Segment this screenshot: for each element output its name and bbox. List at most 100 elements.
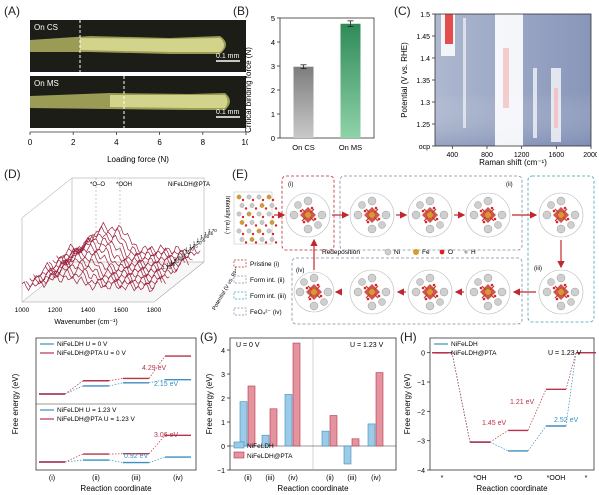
g-ytick: 1 [221,420,225,427]
panel-b-bar [293,66,314,138]
f-xtick: (iv) [173,475,183,482]
g-bar [329,415,338,447]
f-legend-top: NiFeLDH U = 0 V NiFeLDH@PTA U = 0 V [40,341,126,357]
h-xtick: *O [514,475,523,482]
panel-d-xtick: 1400 [81,307,96,314]
f-legend-1: NiFeLDH U = 0 V [57,341,108,348]
panel-b-ytick: 4 [271,38,275,47]
spectra-stack [21,221,201,292]
panel-d-potential: 1.15 [166,262,175,267]
h-legend-2: NiFeLDH@PTA [451,350,497,357]
panel-d-potential: 1.30 [178,253,187,258]
panel-c-letter: (C) [394,4,411,18]
panel-c-xtick: 1200 [514,152,530,159]
panel-d-ann2: *OOH [116,182,132,188]
spectrum-line [21,275,155,292]
spectrum-line [56,237,189,266]
ms-label: On MS [34,79,59,88]
cs-label: On CS [34,23,58,32]
panel-b-bar-chart: Critical binding force (N) 0 1 2 3 4 5 On CS On… [244,14,375,152]
e-legend-h: H [471,249,476,256]
panel-c-ytick: 1.35 [416,78,430,85]
h-v3: 2.52 eV [554,417,578,424]
g-bar [367,423,376,447]
f-legend-bottom: NiFeLDH U = 1.23 V NiFeLDH@PTA U = 1.23 … [40,407,135,423]
g-ytick: 2 [221,396,225,403]
e-step-1: Pristine (i) [250,261,279,268]
g-bar [343,445,352,465]
f-val-4: 0.92 eV [124,453,148,460]
panel-a-tick: 8 [201,138,206,147]
e-roman-iv: (iv) [296,268,304,274]
g-legend: NiFeLDH NiFeLDH@PTA [233,441,293,460]
panel-g-letter: (G) [200,330,218,344]
panel-c-ytick: 1.45 [416,34,430,41]
panel-h-xlabel: Reaction coordinate [476,484,548,493]
spectrum-line [60,233,193,262]
g-ytick: 0 [221,444,225,451]
panel-c-xtick: 400 [446,152,458,159]
g-xtick: (ii) [244,475,252,482]
g-bar [321,430,330,447]
g-legend-2: NiFeLDH@PTA [247,453,293,460]
panel-a-micrographs: On CS 0.1 mm On MS 0.1 mm 0 2 4 6 8 10 Loadin… [28,20,248,164]
g-bar [247,385,256,447]
panel-a-xlabel: Loading force (N) [107,155,169,164]
g-u0: U = 0 V [236,342,260,349]
g-xtick: (iv) [288,475,298,482]
f-val-2: 2.15 eV [154,381,178,388]
panel-e-letter: (E) [232,167,248,181]
panel-c-ytick: 1.5 [420,12,430,19]
panel-b-ytick: 3 [271,62,275,71]
panel-a-ticks: 0 2 4 6 8 10 [28,132,248,147]
h-xtick: * [585,475,588,482]
panel-d-potential: 1.35 [181,250,190,255]
spectrum-line [67,221,201,255]
g-xtick: (ii) [326,475,334,482]
panel-c-heatmap: 1.5 1.45 1.4 1.35 1.3 1.25 ocp 400 800 1200 1600 20… [400,12,597,167]
panel-d-xtick: 1600 [114,307,129,314]
panel-c-xtick: 2000 [583,152,597,159]
panel-b-ytick: 1 [271,110,275,119]
g-xtick: (iii) [347,475,356,482]
g-bar [375,372,384,447]
panel-d-tag: NiFeLDH@PTA [168,182,210,188]
panel-a-tick: 0 [28,138,33,147]
g-xtick: (iii) [265,475,274,482]
panel-a-tick: 4 [114,138,119,147]
panel-d-3d-spectra: *O–O *OOH NiFeLDH@PTA 1000 1200 1400 1600 18… [15,177,236,326]
h-legend-1: NiFeLDH [451,341,478,348]
panel-d-potential: 1.50 [193,240,202,245]
panel-d-xtick: 1200 [48,307,63,314]
panel-d-potential: 1.55 [197,237,206,242]
g-ytick: 3 [221,372,225,379]
spectrum-line [44,248,178,273]
f-xtick: (iii) [131,475,140,482]
panel-d-potential: 1.25 [174,256,183,261]
e-step-4: FeO₄²⁻ (iv) [250,309,282,316]
panel-b-ytick: 5 [271,14,275,23]
f-xtick: (i) [49,475,55,482]
panel-b-category: On MS [339,143,362,152]
h-u: U = 1.23 V [548,350,582,357]
panel-g-ylabel: Free energy (eV) [205,373,214,434]
panel-g-bar-chart: 4 3 2 1 0 −1 (ii) (iii) (iv) (ii) (iii) (iv) U = 0 … [205,337,397,493]
e-roman-iii: (iii) [534,266,542,272]
panel-d-ann1: *O–O [90,182,105,188]
panel-b-letter: (B) [233,4,249,18]
panel-b-ylabel: Critical binding force (N) [244,47,253,133]
panel-f-xlabel: Reaction coordinate [80,484,152,493]
panel-c-xlabel: Raman shift (cm⁻¹) [479,158,547,167]
g-bar [292,342,301,447]
panel-b-category: On CS [292,143,315,152]
panel-c-xtick: 1600 [549,152,565,159]
panel-d-xtick: 1800 [147,307,162,314]
panel-c-ylabel: Potential (V vs. RHE) [400,42,409,118]
g-bar [351,438,360,447]
g-bar [284,394,293,447]
spectrum-line [29,265,163,285]
panel-g-xlabel: Reaction coordinate [277,484,349,493]
spectrum-line [25,268,158,290]
ldh-crystal-structure [233,191,278,245]
g-ytick: −1 [217,468,225,475]
